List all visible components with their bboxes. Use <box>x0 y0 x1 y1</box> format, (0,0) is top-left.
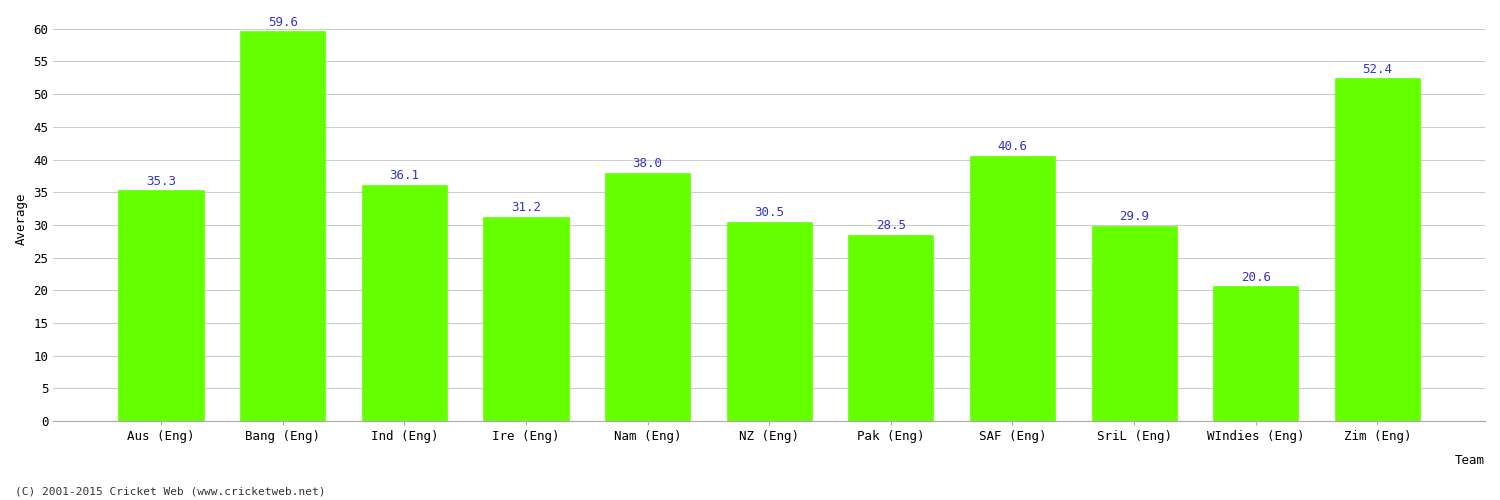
Bar <box>1214 286 1299 421</box>
Y-axis label: Average: Average <box>15 192 28 244</box>
Text: 40.6: 40.6 <box>998 140 1028 153</box>
Text: 30.5: 30.5 <box>754 206 784 219</box>
Text: 35.3: 35.3 <box>146 174 176 188</box>
Bar <box>240 32 326 421</box>
Text: 29.9: 29.9 <box>1119 210 1149 223</box>
Text: 38.0: 38.0 <box>633 157 663 170</box>
Bar <box>604 172 690 421</box>
Text: 31.2: 31.2 <box>512 202 542 214</box>
Bar <box>483 217 568 421</box>
Text: 36.1: 36.1 <box>390 170 420 182</box>
Text: 59.6: 59.6 <box>267 16 297 28</box>
Text: (C) 2001-2015 Cricket Web (www.cricketweb.net): (C) 2001-2015 Cricket Web (www.cricketwe… <box>15 487 326 497</box>
Bar <box>849 234 933 421</box>
Bar <box>726 222 812 421</box>
Bar <box>1335 78 1420 421</box>
Bar <box>118 190 204 421</box>
Text: 20.6: 20.6 <box>1240 271 1270 284</box>
X-axis label: Team: Team <box>1455 454 1485 466</box>
Bar <box>1092 226 1176 421</box>
Text: 52.4: 52.4 <box>1362 63 1392 76</box>
Bar <box>970 156 1054 421</box>
Bar <box>362 185 447 421</box>
Text: 28.5: 28.5 <box>876 219 906 232</box>
